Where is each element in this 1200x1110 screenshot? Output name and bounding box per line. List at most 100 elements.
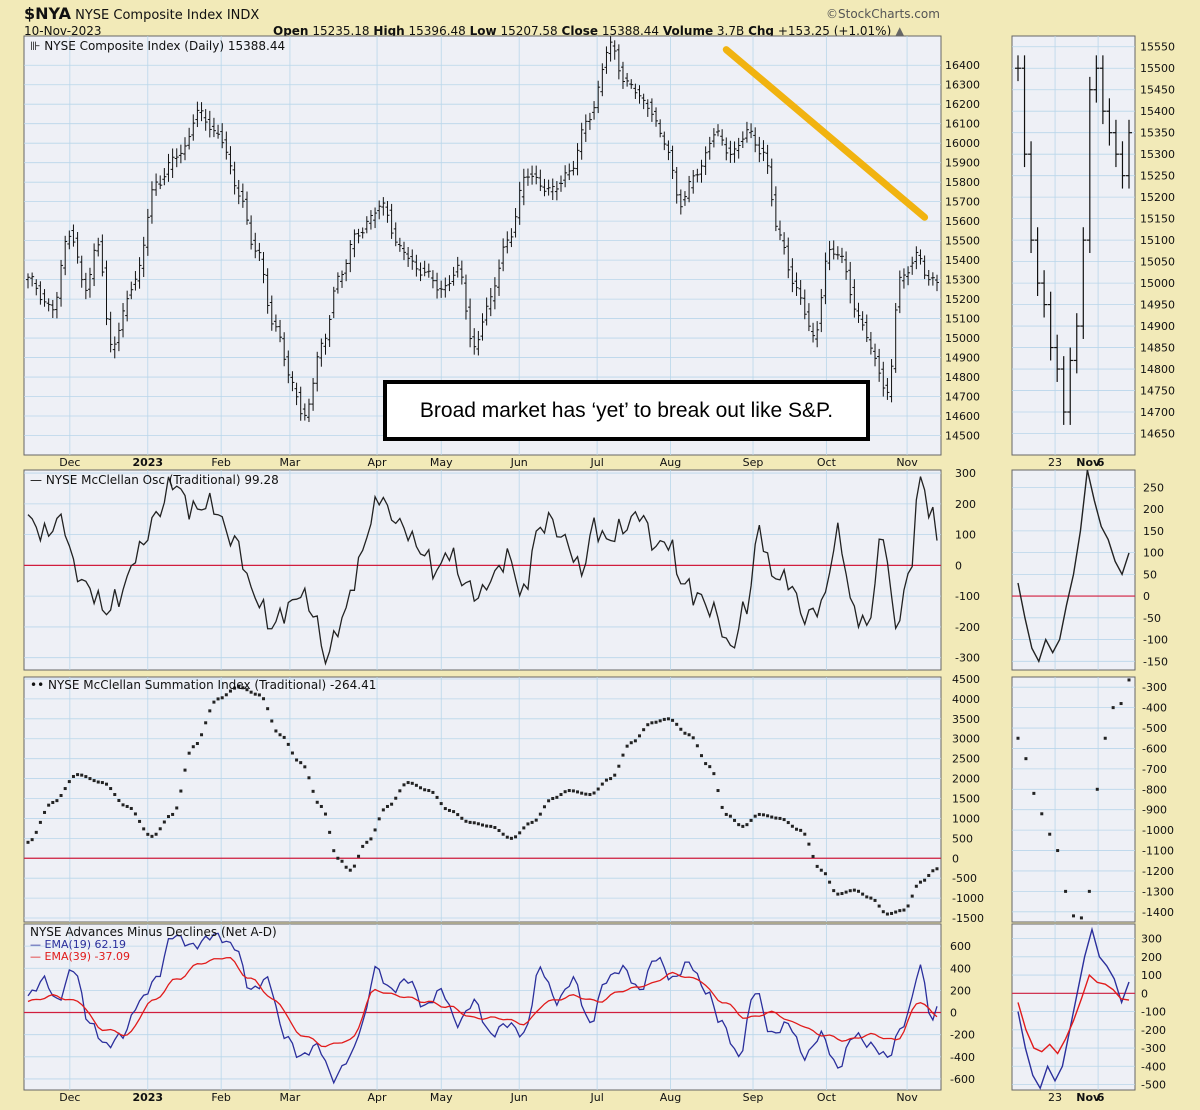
ohlc-bar: [377, 200, 382, 220]
ohlc-bar: [360, 227, 365, 239]
ohlc-bar: [901, 268, 906, 289]
ohlc-bar: [116, 322, 121, 352]
summation-point: [443, 807, 447, 811]
summation-point: [59, 794, 63, 798]
ohlc-bar: [666, 140, 671, 161]
summation-point: [133, 812, 137, 816]
summation-point: [166, 815, 170, 819]
ohlc-bar: [831, 240, 836, 260]
price-y-tick-label: 16100: [945, 118, 980, 131]
ohlc-bar: [463, 274, 468, 320]
mini-ema39-line: [1017, 973, 1130, 1055]
summation-point: [885, 912, 889, 916]
summation-point: [71, 774, 75, 778]
mini-ohlc-bar: [1034, 227, 1041, 296]
x-tick-label: Oct: [817, 1091, 837, 1104]
summation-point: [720, 805, 724, 809]
summation-point: [737, 823, 741, 827]
ohlc-bar: [244, 191, 249, 225]
sum-y-tick-label: 4000: [952, 693, 980, 706]
ohlc-bar: [249, 215, 254, 250]
mini-x-tick-label: 23: [1048, 456, 1062, 469]
summation-point: [741, 824, 745, 828]
mini-ohlc-bar: [1073, 313, 1080, 374]
summation-point: [592, 791, 596, 795]
summation-point: [361, 844, 365, 848]
ohlc-bar: [720, 129, 725, 146]
mini-summation-point: [1064, 889, 1068, 893]
ad-panel-title: NYSE Advances Minus Declines (Net A-D): [30, 925, 277, 939]
ohlc-bar: [232, 161, 237, 195]
ohlc-bar: [418, 262, 423, 282]
summation-point: [162, 820, 166, 824]
summation-point: [819, 868, 823, 872]
mini-price-y-tick-label: 15300: [1140, 148, 1175, 161]
ohlc-bar: [257, 242, 262, 262]
ohlc-bar: [286, 350, 291, 384]
ohlc-bar: [608, 36, 613, 62]
osc-y-tick-label: -100: [955, 590, 980, 603]
summation-point: [881, 910, 885, 914]
x-tick-label: Feb: [211, 456, 230, 469]
osc-y-tick-label: -200: [955, 621, 980, 634]
summation-point: [865, 895, 869, 899]
summation-point: [890, 911, 894, 915]
sum-y-tick-label: 3500: [952, 713, 980, 726]
ohlc-bar: [773, 186, 778, 232]
summation-point: [195, 742, 199, 746]
ohlc-bar: [253, 232, 258, 259]
summation-point: [67, 780, 71, 784]
summation-point: [832, 889, 836, 893]
mini-osc-y-tick-label: 100: [1143, 547, 1164, 560]
x-tick-label: Mar: [280, 1091, 301, 1104]
summation-point: [534, 818, 538, 822]
ohlc-bar: [455, 256, 460, 278]
summation-point: [332, 849, 336, 853]
ohlc-bar: [881, 361, 886, 397]
summation-point: [712, 772, 716, 776]
mini-osc-y-tick-label: 150: [1143, 525, 1164, 538]
mini-ohlc-bar: [1060, 356, 1067, 425]
summation-point: [815, 864, 819, 868]
x-tick-label: Apr: [368, 456, 388, 469]
summation-point: [654, 720, 658, 724]
price-y-tick-label: 15500: [945, 235, 980, 248]
mini-sum-y-tick-label: -300: [1142, 681, 1167, 694]
sum-y-tick-label: 1000: [952, 812, 980, 825]
summation-point: [493, 826, 497, 830]
ohlc-bar: [596, 80, 601, 114]
summation-point: [175, 806, 179, 810]
mini-price-y-tick-label: 15400: [1140, 105, 1175, 118]
summation-point: [691, 736, 695, 740]
ohlc-bar: [158, 175, 163, 190]
summation-point: [319, 804, 323, 808]
ohlc-bar: [716, 124, 721, 137]
summation-point: [117, 798, 121, 802]
summation-point: [671, 718, 675, 722]
ohlc-bar: [695, 168, 700, 183]
summation-point: [435, 795, 439, 799]
mini-sum-y-tick-label: -1300: [1142, 885, 1174, 898]
osc-y-tick-label: -300: [955, 652, 980, 665]
ohlc-bar: [542, 178, 547, 197]
date: 10-Nov-2023: [24, 24, 102, 38]
ema19-line: [27, 932, 938, 1085]
summation-point: [609, 777, 613, 781]
summation-point: [497, 829, 501, 833]
ohlc-bar: [220, 123, 225, 149]
ohlc-bar: [839, 247, 844, 264]
ohlc-bar: [906, 266, 911, 286]
summation-point: [790, 824, 794, 828]
summation-point: [642, 728, 646, 732]
ohlc-bar: [430, 270, 435, 289]
mini-price-y-tick-label: 15500: [1140, 62, 1175, 75]
ad-y-tick-label: 0: [950, 1007, 957, 1020]
summation-point: [629, 741, 633, 745]
ohlc-bar: [534, 165, 539, 185]
ohlc-bar: [641, 93, 646, 110]
summation-point: [555, 795, 559, 799]
summation-point: [476, 822, 480, 826]
mini-ohlc-bar: [1021, 55, 1028, 168]
ema19-legend: — EMA(19) 62.19: [30, 938, 126, 951]
ohlc-bar: [587, 112, 592, 130]
